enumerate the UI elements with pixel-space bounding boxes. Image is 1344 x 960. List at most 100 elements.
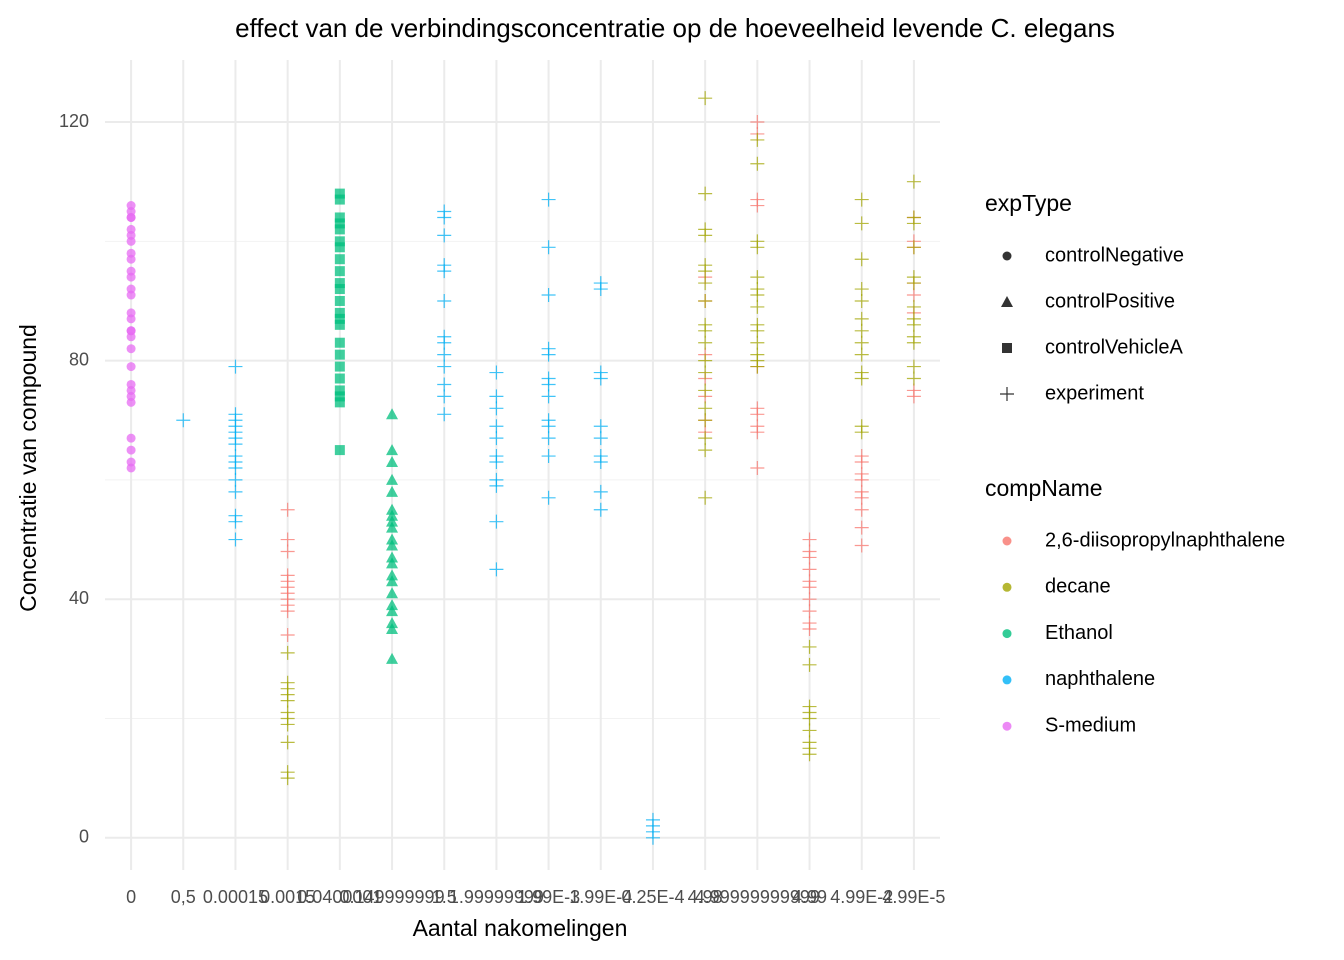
point bbox=[802, 580, 817, 595]
point bbox=[228, 484, 243, 499]
legend-label: naphthalene bbox=[1045, 668, 1155, 690]
point bbox=[593, 502, 608, 517]
point bbox=[280, 544, 295, 559]
point bbox=[437, 228, 452, 243]
point bbox=[386, 408, 399, 420]
point bbox=[334, 278, 345, 289]
point bbox=[386, 515, 399, 527]
point bbox=[334, 266, 345, 277]
point bbox=[437, 377, 452, 392]
y-tick-label: 0 bbox=[79, 827, 89, 847]
point bbox=[698, 264, 713, 279]
point bbox=[126, 433, 136, 443]
point bbox=[541, 431, 556, 446]
point bbox=[541, 419, 556, 434]
point bbox=[802, 711, 817, 726]
legend-label: experiment bbox=[1045, 382, 1144, 404]
x-tick-label: 4.98 bbox=[688, 887, 723, 907]
point bbox=[854, 216, 869, 231]
point bbox=[698, 276, 713, 291]
point bbox=[334, 295, 345, 306]
point bbox=[750, 132, 765, 147]
point bbox=[854, 282, 869, 297]
point bbox=[593, 484, 608, 499]
point bbox=[386, 444, 399, 456]
point bbox=[854, 252, 869, 267]
point bbox=[437, 210, 452, 225]
x-tick-label: 1.99E-4 bbox=[569, 887, 632, 907]
point bbox=[386, 473, 399, 485]
point bbox=[126, 332, 136, 342]
point bbox=[386, 569, 399, 581]
point bbox=[489, 478, 504, 493]
point bbox=[698, 383, 713, 398]
point bbox=[437, 264, 452, 279]
point bbox=[386, 533, 399, 545]
y-axis-title: Concentratie van compound bbox=[15, 324, 41, 612]
legend-label: controlPositive bbox=[1045, 290, 1175, 312]
point bbox=[280, 735, 295, 750]
point bbox=[854, 293, 869, 308]
point bbox=[750, 115, 765, 130]
point bbox=[750, 359, 765, 374]
point bbox=[906, 335, 921, 350]
legend-label: decane bbox=[1045, 576, 1111, 598]
point bbox=[437, 335, 452, 350]
point bbox=[280, 532, 295, 547]
point bbox=[906, 276, 921, 291]
point bbox=[334, 212, 345, 223]
point bbox=[437, 407, 452, 422]
point bbox=[906, 288, 921, 303]
point bbox=[489, 514, 504, 529]
point bbox=[854, 323, 869, 338]
point bbox=[854, 538, 869, 553]
point bbox=[386, 587, 399, 599]
point bbox=[750, 323, 765, 338]
x-tick-label: 1.99999999 bbox=[449, 887, 544, 907]
point bbox=[437, 347, 452, 362]
point bbox=[334, 349, 345, 360]
point bbox=[802, 639, 817, 654]
point bbox=[854, 311, 869, 326]
point bbox=[593, 419, 608, 434]
point bbox=[334, 385, 345, 396]
point bbox=[698, 335, 713, 350]
point bbox=[228, 514, 243, 529]
point bbox=[750, 407, 765, 422]
x-tick-label: 0.25E-4 bbox=[621, 887, 684, 907]
point bbox=[334, 194, 345, 205]
point bbox=[386, 575, 399, 587]
x-axis-title: Aantal nakomelingen bbox=[413, 915, 628, 941]
point bbox=[750, 198, 765, 213]
legend-key bbox=[1002, 675, 1012, 685]
point bbox=[386, 617, 399, 629]
point bbox=[437, 389, 452, 404]
point bbox=[854, 455, 869, 470]
point bbox=[386, 551, 399, 563]
point bbox=[802, 622, 817, 637]
point bbox=[126, 445, 136, 455]
point bbox=[698, 431, 713, 446]
point bbox=[334, 242, 345, 253]
point bbox=[593, 371, 608, 386]
point bbox=[334, 307, 345, 318]
point bbox=[126, 314, 136, 324]
point bbox=[541, 347, 556, 362]
point bbox=[228, 460, 243, 475]
point bbox=[698, 353, 713, 368]
point bbox=[698, 365, 713, 380]
point bbox=[386, 605, 399, 617]
point bbox=[334, 391, 345, 402]
point bbox=[698, 401, 713, 416]
point bbox=[126, 272, 136, 282]
point bbox=[750, 425, 765, 440]
point bbox=[698, 413, 713, 428]
point bbox=[126, 290, 136, 300]
point bbox=[489, 562, 504, 577]
point bbox=[280, 604, 295, 619]
point bbox=[541, 389, 556, 404]
legend-label: controlVehicleA bbox=[1045, 336, 1184, 358]
point bbox=[489, 419, 504, 434]
point bbox=[698, 490, 713, 505]
